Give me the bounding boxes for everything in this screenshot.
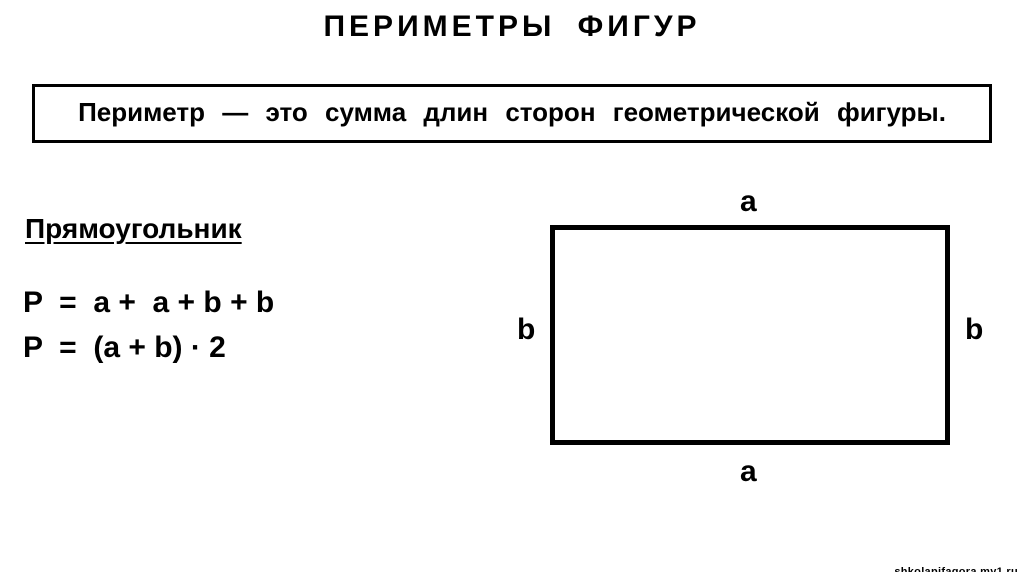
side-label-right: b [965, 313, 983, 347]
formula-long: P = a + a + b + b [23, 288, 274, 318]
page-title: ПЕРИМЕТРЫ ФИГУР [0, 10, 1024, 44]
side-label-top: a [740, 185, 757, 219]
shape-name: Прямоугольник [25, 213, 242, 245]
side-label-left: b [517, 313, 535, 347]
side-label-bottom: a [740, 455, 757, 489]
rectangle-shape [550, 225, 950, 445]
body-area: Прямоугольник P = a + a + b + b P = (a +… [0, 193, 1024, 533]
formula-short: P = (a + b) · 2 [23, 333, 226, 363]
rectangle-diagram: a b b a [505, 193, 1015, 523]
watermark: shkolapifagora.my1.ru [894, 566, 1018, 572]
definition-box: Периметр — это сумма длин сторон геометр… [32, 84, 992, 143]
